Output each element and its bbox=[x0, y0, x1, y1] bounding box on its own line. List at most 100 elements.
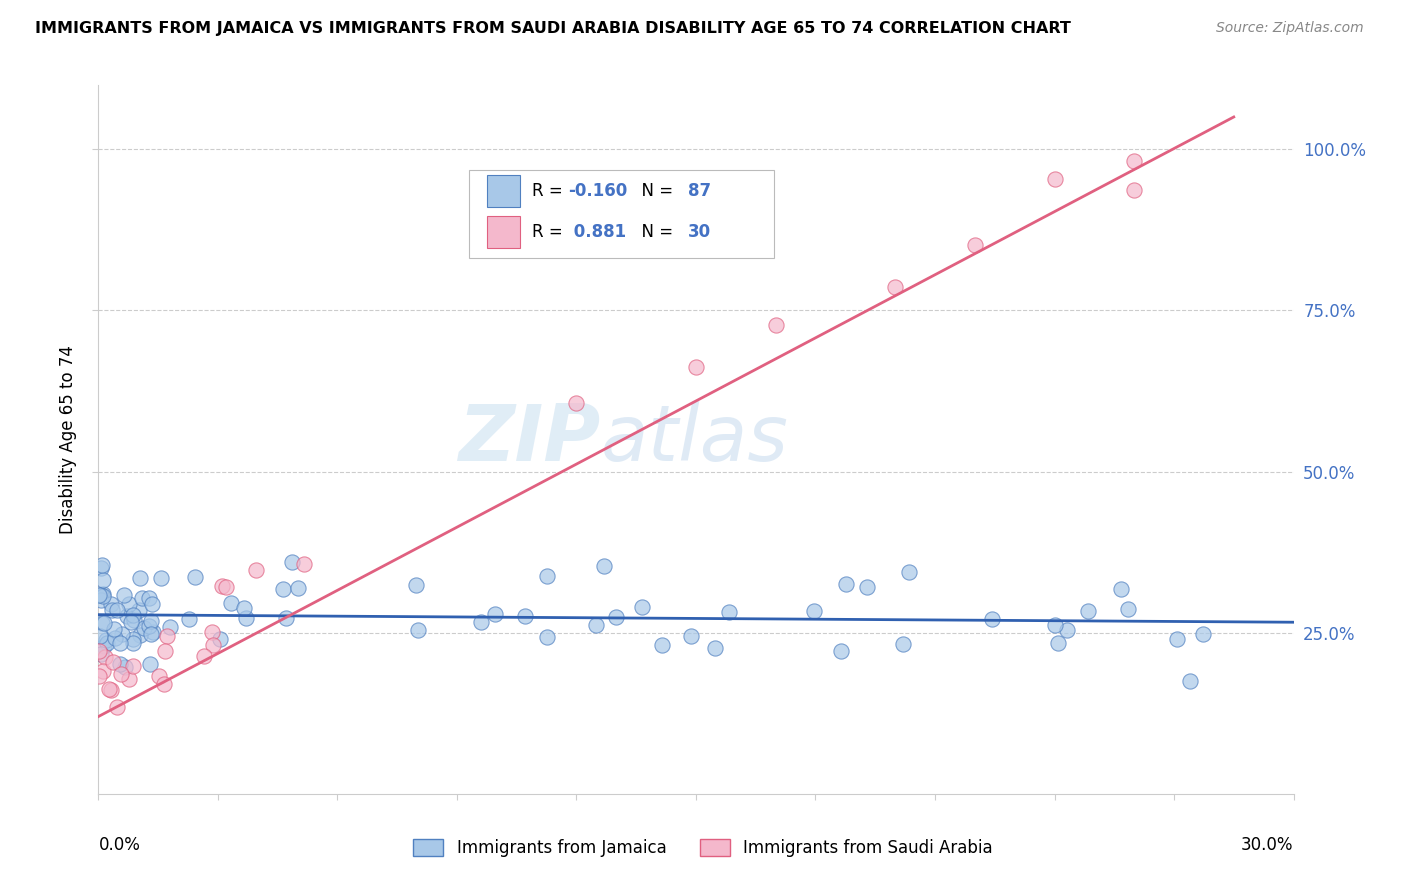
Point bbox=[855, 580, 877, 594]
Point bbox=[605, 610, 627, 624]
Point bbox=[100, 683, 122, 698]
Point bbox=[148, 668, 170, 682]
Point bbox=[134, 621, 156, 635]
Point bbox=[139, 627, 162, 641]
Point bbox=[122, 632, 145, 646]
Point bbox=[1123, 154, 1146, 169]
Point bbox=[120, 615, 142, 629]
Point bbox=[101, 603, 124, 617]
Point bbox=[245, 563, 267, 577]
Point bbox=[103, 623, 125, 637]
Point bbox=[121, 636, 143, 650]
Point bbox=[105, 603, 128, 617]
Point bbox=[484, 607, 506, 621]
Point bbox=[681, 629, 703, 643]
Point bbox=[630, 600, 652, 615]
Point bbox=[536, 630, 558, 644]
Point bbox=[93, 615, 115, 630]
Text: N =: N = bbox=[631, 223, 679, 241]
Point bbox=[704, 640, 727, 655]
Point bbox=[90, 561, 112, 575]
Point bbox=[651, 638, 673, 652]
Point bbox=[139, 657, 162, 672]
Point bbox=[90, 648, 112, 662]
Point bbox=[91, 587, 114, 601]
Point bbox=[1123, 183, 1146, 197]
Point bbox=[142, 624, 165, 639]
Point bbox=[897, 565, 920, 579]
Point bbox=[834, 577, 856, 591]
Point bbox=[93, 573, 115, 587]
Point bbox=[202, 639, 225, 653]
Point bbox=[89, 669, 111, 683]
Point bbox=[110, 626, 132, 640]
Point bbox=[565, 396, 588, 410]
FancyBboxPatch shape bbox=[486, 175, 520, 207]
Point bbox=[274, 610, 297, 624]
Point bbox=[156, 629, 179, 643]
Point bbox=[765, 318, 787, 332]
Text: 30: 30 bbox=[688, 223, 710, 241]
Text: IMMIGRANTS FROM JAMAICA VS IMMIGRANTS FROM SAUDI ARABIA DISABILITY AGE 65 TO 74 : IMMIGRANTS FROM JAMAICA VS IMMIGRANTS FR… bbox=[35, 21, 1071, 36]
Point bbox=[121, 607, 143, 622]
Point bbox=[96, 632, 118, 647]
Text: N =: N = bbox=[631, 182, 679, 200]
Point bbox=[108, 657, 131, 671]
Point bbox=[105, 700, 128, 714]
Point bbox=[100, 597, 122, 611]
Point bbox=[114, 660, 136, 674]
Text: 30.0%: 30.0% bbox=[1241, 837, 1294, 855]
Point bbox=[153, 644, 176, 658]
Point bbox=[138, 591, 160, 605]
Text: Source: ZipAtlas.com: Source: ZipAtlas.com bbox=[1216, 21, 1364, 35]
Point bbox=[1056, 623, 1078, 637]
Point bbox=[128, 571, 150, 585]
Point bbox=[1178, 673, 1201, 688]
Point bbox=[91, 615, 114, 630]
Text: 0.0%: 0.0% bbox=[98, 837, 141, 855]
Text: R =: R = bbox=[533, 223, 568, 241]
Point bbox=[287, 581, 309, 595]
Point bbox=[211, 579, 233, 593]
Point bbox=[138, 619, 160, 633]
Point bbox=[281, 555, 304, 569]
Text: R =: R = bbox=[533, 182, 568, 200]
Point bbox=[128, 603, 150, 617]
Point bbox=[1043, 618, 1066, 632]
Text: 87: 87 bbox=[688, 182, 710, 200]
Point bbox=[1118, 602, 1140, 616]
Point bbox=[271, 582, 294, 596]
Point bbox=[1046, 636, 1069, 650]
Point bbox=[90, 593, 112, 607]
Point bbox=[830, 644, 852, 658]
Point bbox=[980, 612, 1002, 626]
Legend: Immigrants from Jamaica, Immigrants from Saudi Arabia: Immigrants from Jamaica, Immigrants from… bbox=[406, 832, 1000, 864]
Point bbox=[129, 628, 152, 642]
Point bbox=[884, 280, 907, 294]
Point bbox=[91, 558, 114, 573]
Point bbox=[585, 618, 607, 632]
Point bbox=[717, 605, 740, 619]
Point bbox=[685, 360, 707, 375]
Point bbox=[115, 608, 138, 623]
Point bbox=[593, 558, 616, 573]
Point bbox=[215, 580, 238, 594]
Point bbox=[112, 588, 135, 602]
Text: -0.160: -0.160 bbox=[568, 182, 627, 200]
Point bbox=[90, 588, 112, 602]
Point bbox=[118, 673, 141, 687]
Point bbox=[91, 664, 114, 678]
Point bbox=[179, 612, 201, 626]
Text: atlas: atlas bbox=[600, 401, 789, 477]
FancyBboxPatch shape bbox=[486, 216, 520, 248]
Point bbox=[1166, 632, 1188, 646]
Point bbox=[94, 650, 117, 665]
Point bbox=[536, 568, 558, 582]
Point bbox=[208, 632, 231, 647]
Point bbox=[96, 636, 118, 650]
Point bbox=[233, 601, 256, 615]
Point bbox=[101, 655, 124, 669]
Point bbox=[219, 596, 242, 610]
Point bbox=[87, 588, 110, 602]
Point bbox=[141, 597, 163, 611]
